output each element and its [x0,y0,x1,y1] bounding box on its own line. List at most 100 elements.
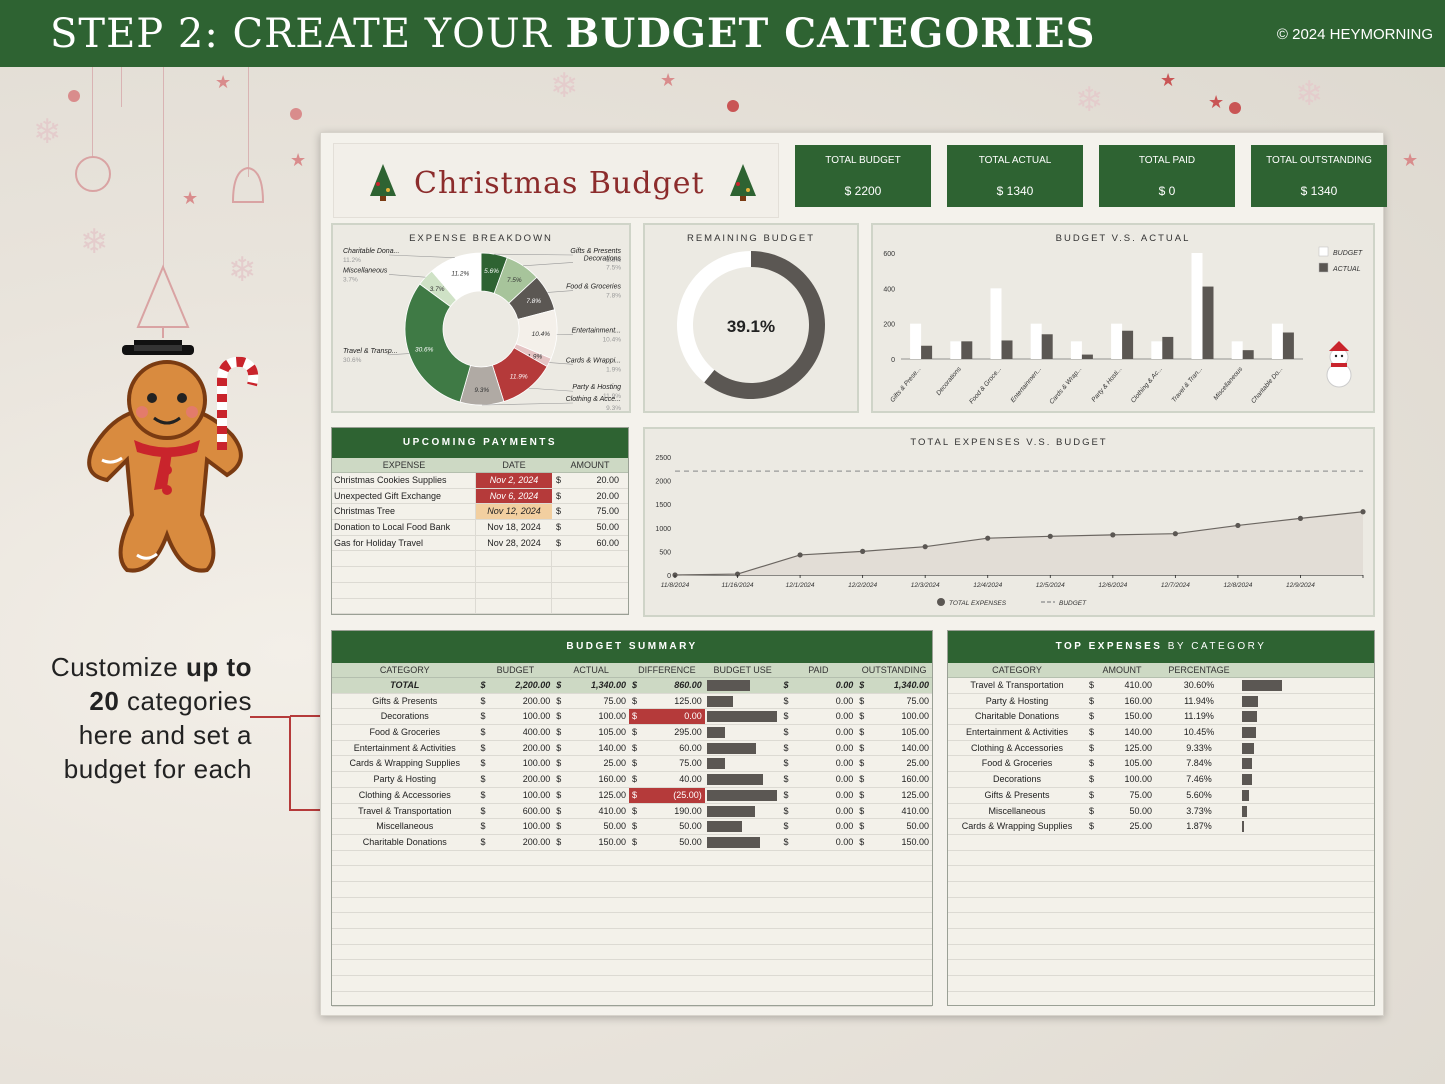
currency-cell: $ [1089,789,1095,800]
bar-actual [1282,332,1294,359]
empty-row [332,913,932,929]
date-cell: Nov 12, 2024 [476,504,552,520]
budget-use-cell [705,741,781,756]
total-expenses-chart: 0 500 1000 1500 2000 2500 11/8/2024 11/16/2024 1… [655,455,1366,607]
legend-swatch [1318,262,1329,273]
legend-label: Cards & Wrappi... [566,357,621,364]
percentage-bar [1242,805,1247,817]
y-tick-label: 600 [883,251,895,258]
currency-cell: $ [628,709,639,725]
data-point [1360,509,1366,515]
category-cell: Clothing & Accessories [358,789,451,800]
budget-spreadsheet: Christmas Budget TOTAL BUDGET $ 2200 TOT… [320,132,1387,1016]
amount-cell: 410.00 [1124,680,1152,690]
table-row: Food & Groceries $105.00 7.84% [948,756,1374,773]
x-tick-label: 12/1/2024 [786,582,815,589]
legend-label: Party & Hosting [572,384,621,391]
budget-use-bar [706,742,756,754]
currency-cell: $ [859,711,865,722]
x-tick-label: Miscellaneous [1212,365,1244,402]
percentage-cell: 30.60% [1183,680,1215,690]
x-tick-label: Decorations [935,365,963,397]
currency-cell: $ [859,758,865,769]
empty-cell [476,598,552,614]
y-tick-label: 2000 [655,479,671,486]
total-expenses-panel: TOTAL EXPENSES V.S. BUDGET 0 500 1000 1500 2… [643,427,1375,617]
x-tick-label: Travel & Tran... [1170,366,1204,404]
slice-label: 30.6% [415,346,434,353]
budget-cell: 600.00 [522,805,551,816]
currency-cell: $ [556,695,562,706]
slice-label: 7.8% [526,298,541,305]
legend-label: BUDGET [1333,250,1363,257]
currency-cell: $ [783,695,789,706]
gingerbread-man-icon [87,340,259,573]
amount-cell: 160.00 [1124,695,1152,706]
currency-cell: $ [1089,695,1095,706]
budget-cell: 200.00 [522,742,551,753]
kpi-total-budget: TOTAL BUDGET $ 2200 [795,145,931,207]
currency-cell: $ [783,805,789,816]
budget-vs-actual-panel: BUDGET V.S. ACTUAL 0 200 400 600 Gifts & Pre… [871,223,1375,413]
x-tick-label: 12/9/2024 [1286,582,1315,589]
currency-cell: $ [556,727,562,738]
leader-line [523,262,574,267]
empty-cell [476,551,552,567]
budget-use-bar [706,680,750,691]
snowflake-icon: ❄ [228,251,257,289]
currency-cell: $ [556,506,562,517]
x-tick-label: 12/7/2024 [1161,582,1190,589]
currency-cell: $ [556,680,562,690]
budget-use-cell [705,772,781,787]
outstanding-cell: 150.00 [901,836,929,847]
currency-cell: $ [480,789,486,800]
empty-cell [332,567,476,582]
panel-title: BUDGET V.S. ACTUAL [1055,233,1191,244]
currency-cell: $ [556,711,562,722]
snowflake-icon: ❄ [1075,81,1104,119]
y-tick-label: 1000 [655,526,671,533]
currency-cell: $ [1089,821,1095,832]
bell-ornament-icon [231,166,265,203]
legend-label: BUDGET [1059,600,1087,607]
y-tick-label: 2500 [655,455,671,462]
empty-row [332,929,932,945]
percentage-cell: 3.73% [1186,805,1212,816]
remaining-budget-value: 39.1% [726,317,776,336]
table-row: Clothing & Accessories $125.00 9.33% [948,741,1374,757]
star-icon: ★ [1160,70,1177,90]
percentage-cell: 9.33% [1186,742,1212,753]
amount-cell: 150.00 [1124,711,1152,722]
empty-row [332,960,932,977]
category-cell: Charitable Donations [362,836,447,847]
snowflake-icon: ❄ [1295,75,1324,113]
y-tick-label: 0 [891,357,895,364]
currency-cell: $ [556,789,562,800]
currency-cell: $ [480,742,486,753]
amount-cell: 125.00 [1124,742,1152,753]
legend-label: Miscellaneous [343,267,388,274]
x-tick-label: Clothing & Ac... [1130,366,1164,405]
bar-budget [1030,323,1042,359]
data-point [734,571,741,577]
currency-cell: $ [859,805,865,816]
y-tick-label: 200 [883,322,895,329]
bar-actual [1081,354,1093,359]
currency-cell: $ [1089,727,1095,738]
total-row: TOTAL $2,200.00 $1,340.00 $860.00 $0.00 $1,34… [332,678,932,694]
actual-cell: 150.00 [598,836,626,847]
currency-cell: $ [1089,742,1095,753]
leader-line [494,253,574,256]
percentage-bar [1242,742,1254,754]
currency-cell: $ [631,774,637,785]
donut-slice [704,251,825,399]
actual-cell: 75.00 [603,695,626,706]
donut-slice [404,283,471,403]
x-tick-label: 12/3/2024 [911,582,940,589]
data-point [1047,533,1053,539]
x-tick-label: 12/4/2024 [973,582,1002,589]
table-row: Party & Hosting $200.00 $160.00 $40.00 $0.00… [332,772,932,788]
budget-use-cell [705,694,781,709]
legend-label: Clothing & Acce... [566,396,621,403]
table-header: CATEGORY AMOUNT PERCENTAGE [948,663,1374,678]
